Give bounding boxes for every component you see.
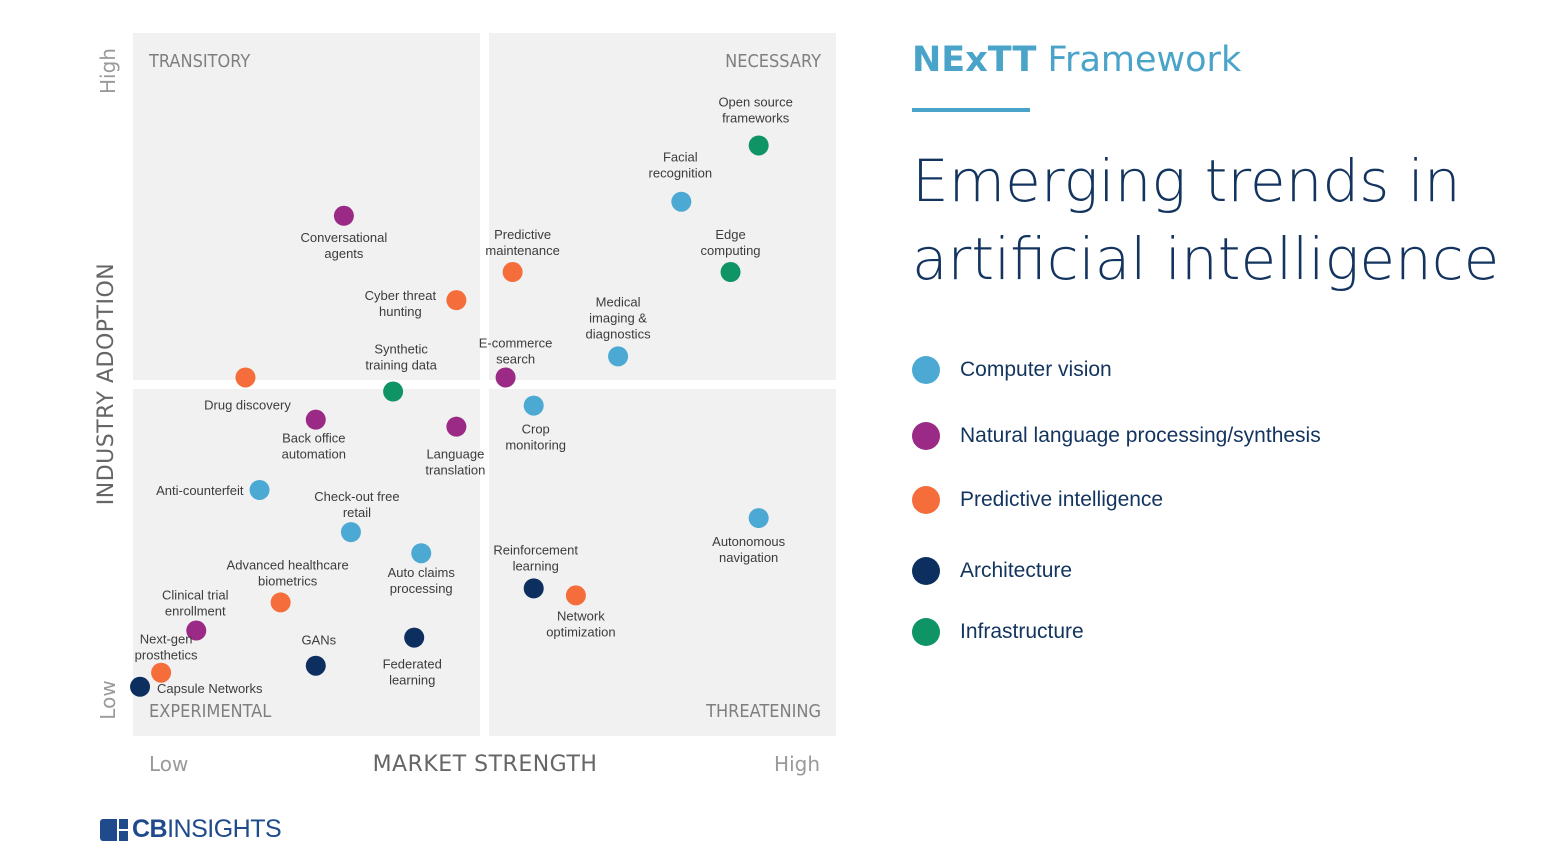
point-label-reinforcement-learning: Reinforcement learning <box>493 542 578 573</box>
point-predictive-maintenance <box>502 262 523 283</box>
point-label-autonomous-navigation: Autonomous navigation <box>712 534 785 565</box>
legend-swatch-natural-language-processing-synthesis <box>912 422 940 450</box>
y-axis-title: INDUSTRY ADOPTION <box>94 263 119 505</box>
point-label-e-commerce-search: E-commerce search <box>479 335 553 366</box>
legend-swatch-architecture <box>912 557 940 585</box>
point-label-language-translation: Language translation <box>425 447 485 478</box>
point-language-translation <box>446 416 467 437</box>
legend-label-computer-vision: Computer vision <box>960 358 1112 381</box>
point-clinical-trial-enrollment <box>186 620 207 641</box>
y-axis-low-label: Low <box>96 680 120 719</box>
point-federated-learning <box>404 627 425 648</box>
point-edge-computing <box>720 262 741 283</box>
legend-label-infrastructure: Infrastructure <box>960 620 1084 643</box>
point-autonomous-navigation <box>748 508 769 529</box>
y-axis-high-label: High <box>96 48 120 94</box>
framework-name-rest: Framework <box>1036 40 1242 80</box>
quadrant-label-transitory: TRANSITORY <box>148 51 250 72</box>
cbinsights-logo: CBINSIGHTS <box>100 815 282 844</box>
point-label-federated-learning: Federated learning <box>383 657 442 688</box>
point-label-edge-computing: Edge computing <box>701 227 761 258</box>
quadrant-label-experimental: EXPERIMENTAL <box>149 701 271 722</box>
point-label-open-source-frameworks: Open source frameworks <box>718 94 792 125</box>
legend-swatch-infrastructure <box>912 618 940 646</box>
point-advanced-healthcare-biometrics <box>270 592 291 613</box>
point-label-drug-discovery: Drug discovery <box>204 397 291 412</box>
title-panel: NExTT Framework Emerging trends in artif… <box>912 40 1532 298</box>
quadrant-threatening-area <box>489 389 836 736</box>
point-cyber-threat-hunting <box>446 290 467 311</box>
framework-name-strong: NExTT <box>912 40 1037 80</box>
legend-item-infrastructure: Infrastructure <box>912 618 1084 646</box>
title-divider <box>912 108 1030 112</box>
point-label-auto-claims-processing: Auto claims processing <box>388 565 456 596</box>
point-label-next-gen-prosthetics: Next-gen prosthetics <box>135 632 198 663</box>
point-synthetic-training-data <box>383 381 404 402</box>
point-label-medical-imaging-diagnostics: Medical imaging & diagnostics <box>586 294 652 341</box>
point-open-source-frameworks <box>748 135 769 156</box>
point-gans <box>305 655 326 676</box>
legend-swatch-predictive-intelligence <box>912 486 940 514</box>
point-label-advanced-healthcare-biometrics: Advanced healthcare biometrics <box>227 557 349 588</box>
point-auto-claims-processing <box>411 543 432 564</box>
cbinsights-logo-mark <box>100 818 128 841</box>
page-title-line-2: artificial intelligence <box>912 225 1500 293</box>
point-label-crop-monitoring: Crop monitoring <box>505 422 566 453</box>
legend-item-predictive-intelligence: Predictive intelligence <box>912 486 1163 514</box>
x-axis-high-label: High <box>774 752 820 776</box>
page-title: Emerging trends in artificial intelligen… <box>912 142 1532 298</box>
framework-name: NExTT Framework <box>912 40 1532 80</box>
point-label-facial-recognition: Facial recognition <box>649 150 713 181</box>
point-next-gen-prosthetics <box>151 662 172 683</box>
quadrant-label-necessary: NECESSARY <box>725 51 821 72</box>
page-title-line-1: Emerging trends in <box>912 147 1461 215</box>
point-medical-imaging-diagnostics <box>608 346 629 367</box>
point-label-clinical-trial-enrollment: Clinical trial enrollment <box>162 588 229 619</box>
quadrant-transitory-area <box>133 33 480 380</box>
point-label-check-out-free-retail: Check-out free retail <box>314 489 399 520</box>
point-label-cyber-threat-hunting: Cyber threat hunting <box>365 288 437 319</box>
point-crop-monitoring <box>523 395 544 416</box>
legend-swatch-computer-vision <box>912 356 940 384</box>
x-axis-low-label: Low <box>149 752 188 776</box>
point-label-synthetic-training-data: Synthetic training data <box>365 342 437 373</box>
point-label-capsule-networks: Capsule Networks <box>157 681 263 696</box>
point-anti-counterfeit <box>249 479 270 500</box>
cbinsights-logo-text: CBINSIGHTS <box>132 815 282 843</box>
nextt-quadrant-chart: TRANSITORY NECESSARY EXPERIMENTAL THREAT… <box>94 33 836 777</box>
legend-label-natural-language-processing-synthesis: Natural language processing/synthesis <box>960 424 1321 447</box>
legend-item-computer-vision: Computer vision <box>912 356 1112 384</box>
quadrant-necessary-area <box>489 33 836 380</box>
point-capsule-networks <box>130 676 151 697</box>
legend-item-natural-language-processing-synthesis: Natural language processing/synthesis <box>912 422 1321 450</box>
point-label-predictive-maintenance: Predictive maintenance <box>485 227 559 258</box>
point-facial-recognition <box>671 191 692 212</box>
legend-item-architecture: Architecture <box>912 557 1072 585</box>
point-drug-discovery <box>235 367 256 388</box>
x-axis-title: MARKET STRENGTH <box>373 752 598 777</box>
point-label-back-office-automation: Back office automation <box>282 431 346 462</box>
point-label-gans: GANs <box>301 633 336 648</box>
point-reinforcement-learning <box>523 578 544 599</box>
point-network-optimization <box>565 585 586 606</box>
point-conversational-agents <box>333 205 354 226</box>
point-e-commerce-search <box>495 367 516 388</box>
legend-label-predictive-intelligence: Predictive intelligence <box>960 488 1164 511</box>
legend-label-architecture: Architecture <box>960 559 1073 582</box>
point-label-conversational-agents: Conversational agents <box>301 230 388 261</box>
quadrant-label-threatening: THREATENING <box>705 701 821 722</box>
point-check-out-free-retail <box>340 522 361 543</box>
point-label-network-optimization: Network optimization <box>546 608 615 639</box>
point-label-anti-counterfeit: Anti-counterfeit <box>156 483 244 498</box>
point-back-office-automation <box>305 409 326 430</box>
